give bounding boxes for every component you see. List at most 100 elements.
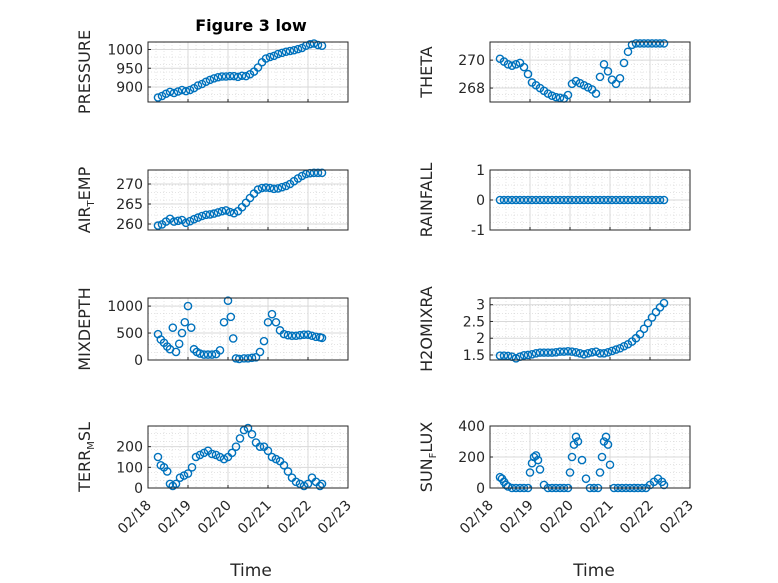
data-point bbox=[565, 468, 575, 477]
y-axis-label: H2OMIXRA bbox=[417, 286, 436, 372]
y-tick-label: 1.5 bbox=[463, 348, 485, 364]
data-point bbox=[153, 221, 163, 230]
data-point bbox=[567, 347, 577, 356]
data-point bbox=[291, 331, 301, 341]
data-point bbox=[647, 195, 657, 205]
x-tick-label: 02/21 bbox=[235, 498, 275, 538]
data-point bbox=[313, 168, 323, 178]
data-point bbox=[601, 432, 611, 442]
axes-box bbox=[147, 425, 349, 489]
data-point bbox=[603, 67, 613, 76]
data-point bbox=[535, 348, 545, 357]
data-point bbox=[225, 207, 235, 217]
data-point bbox=[205, 210, 215, 219]
data-point bbox=[595, 348, 605, 358]
data-point bbox=[229, 71, 239, 81]
x-tick-label: 02/21 bbox=[577, 498, 617, 538]
data-point bbox=[547, 91, 557, 101]
data-point bbox=[503, 60, 513, 69]
y-tick-label: 1 bbox=[476, 163, 485, 179]
data-point bbox=[261, 183, 271, 192]
data-point bbox=[287, 331, 297, 341]
data-point bbox=[305, 39, 315, 49]
data-point bbox=[315, 481, 325, 491]
data-point bbox=[547, 195, 557, 205]
data-point bbox=[295, 330, 305, 340]
x-tick-label: 02/22 bbox=[617, 498, 657, 538]
data-point bbox=[279, 460, 289, 470]
data-point bbox=[535, 465, 545, 474]
data-point bbox=[193, 81, 203, 90]
subplot-theta: 268 270 THETA bbox=[417, 39, 691, 103]
data-point bbox=[559, 195, 569, 205]
y-axis-label: SUNFLUX bbox=[417, 422, 439, 492]
data-point bbox=[225, 71, 235, 81]
data-point bbox=[519, 195, 529, 205]
data-point bbox=[507, 61, 517, 71]
data-point bbox=[309, 168, 319, 178]
data-point bbox=[503, 195, 513, 205]
data-point bbox=[293, 44, 303, 54]
data-point bbox=[243, 354, 253, 363]
data-point bbox=[575, 348, 585, 358]
data-point bbox=[277, 48, 287, 58]
data-point bbox=[655, 39, 665, 48]
data-point bbox=[180, 317, 190, 327]
y-axis-label: THETA bbox=[417, 46, 436, 98]
data-point bbox=[571, 195, 581, 205]
data-point bbox=[153, 93, 163, 102]
data-point bbox=[201, 77, 211, 87]
data-point bbox=[228, 334, 238, 343]
data-point bbox=[186, 323, 196, 332]
x-tick-label: 02/18 bbox=[115, 498, 155, 538]
subplot-terr-msl: 0 100 200 02/18 02/19 02/20 02/21 02/22 02/23 TER… bbox=[75, 422, 355, 537]
data-point bbox=[495, 351, 505, 360]
subplot-mixdepth: 0 500 1000 MIXDEPTH bbox=[75, 287, 349, 371]
data-point bbox=[247, 353, 257, 363]
data-point bbox=[591, 347, 601, 356]
data-point bbox=[563, 195, 573, 205]
data-point bbox=[519, 62, 529, 72]
data-point bbox=[619, 58, 629, 68]
data-point bbox=[577, 455, 587, 465]
data-point bbox=[551, 347, 561, 357]
data-point bbox=[495, 195, 505, 205]
data-point bbox=[599, 348, 609, 358]
data-point bbox=[165, 87, 175, 97]
data-point bbox=[201, 210, 211, 220]
subplot-rainfall: -1 0 1 RAINFALL bbox=[417, 163, 691, 239]
data-point bbox=[603, 347, 613, 357]
axes-box bbox=[489, 297, 691, 361]
data-point bbox=[183, 469, 193, 478]
x-tick-label: 02/23 bbox=[315, 498, 355, 538]
data-point bbox=[523, 69, 533, 79]
data-point bbox=[519, 351, 529, 360]
y-tick-label: 200 bbox=[458, 450, 485, 466]
data-point bbox=[627, 195, 637, 205]
axes-box bbox=[489, 169, 691, 231]
data-point bbox=[197, 211, 207, 221]
data-point bbox=[659, 298, 669, 308]
data-point bbox=[615, 343, 625, 353]
data-point bbox=[231, 442, 241, 451]
data-point bbox=[269, 51, 279, 61]
data-point bbox=[659, 195, 669, 205]
data-point bbox=[611, 79, 621, 89]
data-point bbox=[573, 437, 583, 446]
y-tick-label: 3 bbox=[476, 298, 485, 314]
data-point bbox=[605, 460, 615, 470]
data-point bbox=[591, 195, 601, 205]
y-tick-label: 2.5 bbox=[463, 314, 485, 330]
data-point bbox=[169, 217, 179, 226]
data-point bbox=[259, 336, 269, 346]
y-tick-label: 270 bbox=[116, 177, 143, 193]
data-point bbox=[647, 313, 657, 322]
data-point bbox=[563, 90, 573, 100]
data-point bbox=[503, 482, 513, 491]
data-point bbox=[551, 92, 561, 102]
data-point bbox=[185, 85, 195, 95]
data-point bbox=[623, 195, 633, 205]
data-point bbox=[207, 449, 217, 459]
series-markers bbox=[153, 296, 327, 364]
